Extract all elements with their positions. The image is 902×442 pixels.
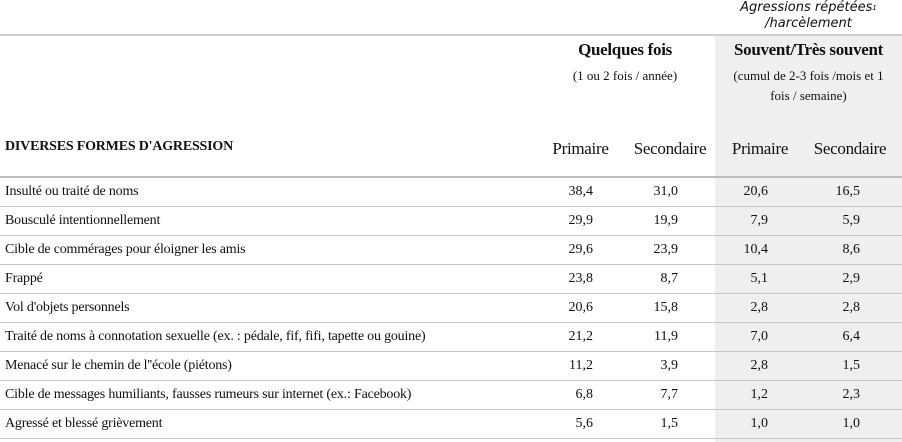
row-label: Vol d'objets personnels <box>5 300 130 315</box>
row-divider <box>0 380 902 381</box>
table-row: Insulté ou traité de noms 38,4 31,0 20,6 16,… <box>0 178 902 207</box>
table-row: Cible de messages humiliants, fausses ru… <box>0 381 902 410</box>
row-label: Traité de noms à connotation sexuelle (e… <box>5 329 426 344</box>
row-label: Cible de commérages pour éloigner les am… <box>5 242 246 257</box>
row-value: 7,7 <box>660 387 679 402</box>
row-value: 1,2 <box>750 387 769 402</box>
row-value: 23,9 <box>653 242 679 257</box>
row-value: 5,1 <box>750 271 769 286</box>
row-value: 6,4 <box>842 329 861 344</box>
row-divider <box>0 293 902 294</box>
row-value: 2,8 <box>750 358 769 373</box>
row-value: 1,5 <box>842 358 861 373</box>
row-value: 2,8 <box>842 300 861 315</box>
row-label: Menacé sur le chemin de l''école (piéton… <box>5 358 232 373</box>
table-row: Menacé sur le chemin de l''école (piéton… <box>0 352 902 381</box>
row-value: 1,5 <box>660 416 679 431</box>
row-label: Frappé <box>5 271 43 286</box>
row-value: 5,6 <box>575 416 594 431</box>
column-header-primaire-1: Primaire <box>552 139 609 158</box>
row-value: 7,0 <box>750 329 769 344</box>
row-value: 16,5 <box>835 184 861 199</box>
row-value: 11,2 <box>569 358 593 373</box>
group-title-souvent: Souvent/Très souvent <box>733 40 884 59</box>
column-header-primaire-2: Primaire <box>731 139 789 158</box>
row-value: 1,0 <box>842 416 861 431</box>
group-subtitle-souvent-line2: fois / semaine) <box>770 88 847 103</box>
row-value: 20,6 <box>568 300 594 315</box>
row-value: 20,6 <box>743 184 769 199</box>
row-value: 15,8 <box>653 300 679 315</box>
row-value: 21,2 <box>568 329 594 344</box>
corner-note-line1: Agressions répétées <box>740 0 873 15</box>
row-label: Agressé et blessé grièvement <box>5 416 163 431</box>
row-divider <box>0 322 902 323</box>
top-rule <box>0 34 902 36</box>
row-value: 5,9 <box>842 213 861 228</box>
group-subtitle-quelques-fois: (1 ou 2 fois / année) <box>572 68 678 83</box>
row-value: 8,6 <box>842 242 861 257</box>
column-header-secondaire-1: Secondaire <box>633 139 707 158</box>
row-divider <box>0 438 902 439</box>
row-value: 1,0 <box>750 416 769 431</box>
corner-note-line2: /harcèlement <box>765 16 852 31</box>
row-value: 10,4 <box>743 242 769 257</box>
group-subtitle-souvent-line1: (cumul de 2-3 fois /mois et 1 <box>733 68 884 83</box>
row-value: 2,8 <box>750 300 769 315</box>
row-divider <box>0 206 902 207</box>
table-row: Frappé 23,8 8,7 5,1 2,9 <box>0 265 902 294</box>
row-value: 31,0 <box>653 184 679 199</box>
row-value: 3,9 <box>660 358 679 373</box>
row-divider <box>0 235 902 236</box>
row-label: Cible de messages humiliants, fausses ru… <box>5 387 412 402</box>
row-value: 29,6 <box>568 242 594 257</box>
row-divider <box>0 264 902 265</box>
row-value: 23,8 <box>568 271 594 286</box>
row-value: 2,9 <box>842 271 861 286</box>
column-header-secondaire-2: Secondaire <box>813 139 887 158</box>
row-value: 7,9 <box>750 213 769 228</box>
row-value: 19,9 <box>653 213 679 228</box>
table-row: Traité de noms à connotation sexuelle (e… <box>0 323 902 352</box>
row-value: 11,9 <box>654 329 678 344</box>
header-rule <box>0 176 902 178</box>
row-header: DIVERSES FORMES D'AGRESSION <box>5 139 233 154</box>
table-row: Bousculé intentionnellement 29,9 19,9 7,9 5,… <box>0 207 902 236</box>
row-value: 8,7 <box>660 271 679 286</box>
row-value: 6,8 <box>575 387 594 402</box>
row-label: Bousculé intentionnellement <box>5 213 161 228</box>
row-divider <box>0 409 902 410</box>
group-title-quelques-fois: Quelques fois <box>578 40 672 59</box>
row-value: 29,9 <box>568 213 594 228</box>
shaded-column-band <box>715 36 902 442</box>
table-row: Vol d'objets personnels 20,6 15,8 2,8 2,8 <box>0 294 902 323</box>
row-value: 2,3 <box>842 387 861 402</box>
row-divider <box>0 351 902 352</box>
corner-note: Agressions répétées1 /harcèlement <box>715 0 902 32</box>
corner-note-footnote-mark: 1 <box>872 4 877 12</box>
table-row: Cible de commérages pour éloigner les am… <box>0 236 902 265</box>
row-label: Insulté ou traité de noms <box>5 184 139 199</box>
row-value: 38,4 <box>568 184 594 199</box>
table-row: Agressé et blessé grièvement 5,6 1,5 1,0 1,0 <box>0 410 902 439</box>
